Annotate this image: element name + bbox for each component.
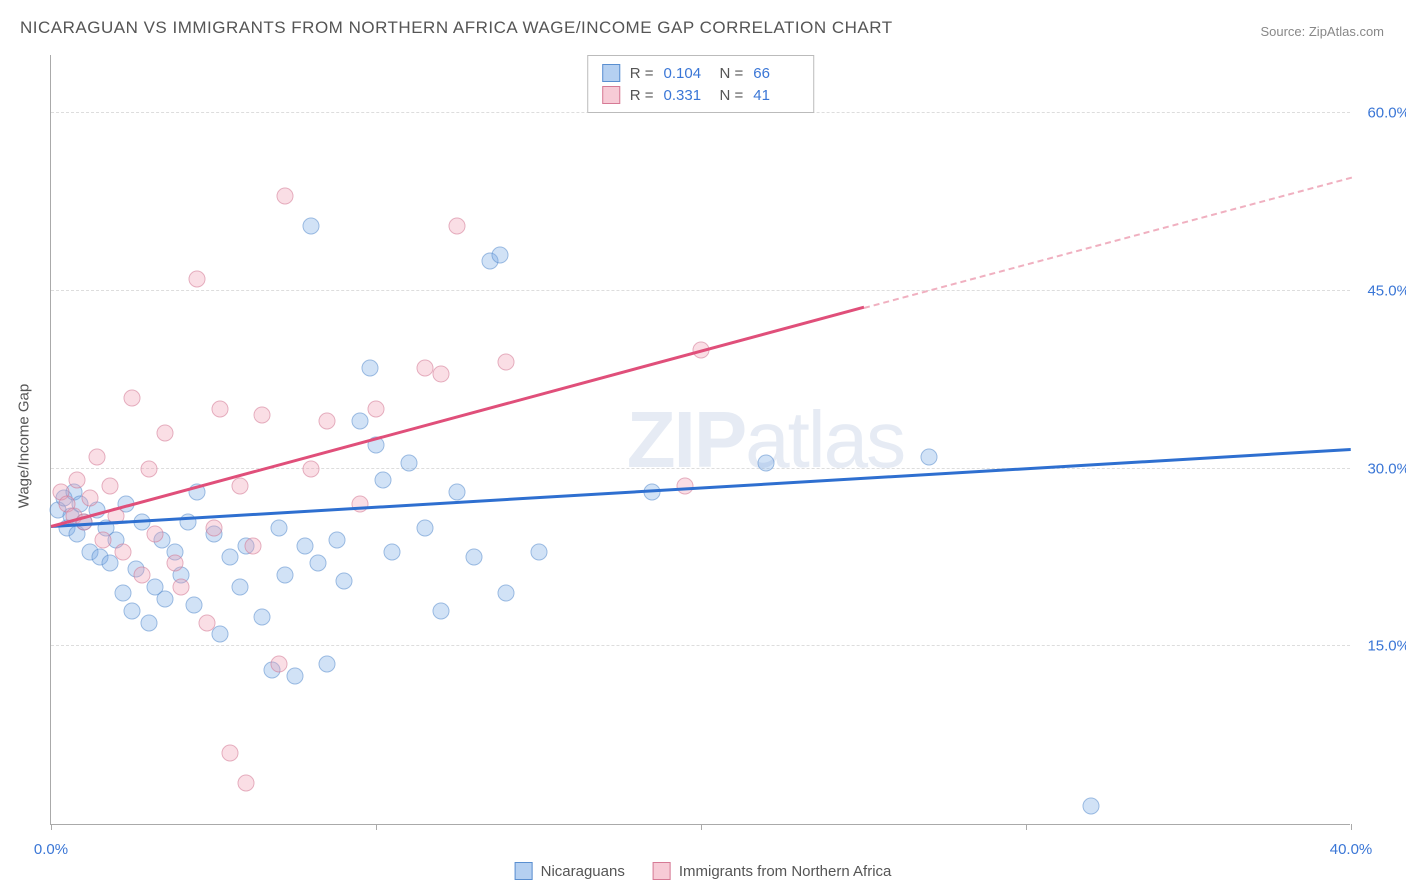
scatter-point [296, 537, 313, 554]
legend-label: Immigrants from Northern Africa [679, 863, 892, 880]
scatter-point [205, 519, 222, 536]
scatter-point [140, 614, 157, 631]
scatter-point [221, 549, 238, 566]
scatter-point [69, 472, 86, 489]
xtick [1026, 824, 1027, 830]
scatter-point [134, 567, 151, 584]
scatter-point [758, 454, 775, 471]
gridline [51, 290, 1350, 291]
scatter-point [212, 401, 229, 418]
xtick [376, 824, 377, 830]
scatter-point [124, 602, 141, 619]
scatter-point [303, 217, 320, 234]
legend-label: Nicaraguans [541, 863, 625, 880]
scatter-point [303, 460, 320, 477]
scatter-point [140, 460, 157, 477]
legend-item-a: Nicaraguans [515, 862, 625, 880]
scatter-point [374, 472, 391, 489]
xtick [51, 824, 52, 830]
scatter-point [270, 656, 287, 673]
scatter-point [147, 525, 164, 542]
scatter-point [433, 602, 450, 619]
scatter-point [244, 537, 261, 554]
scatter-point [491, 247, 508, 264]
xtick [701, 824, 702, 830]
scatter-point [433, 365, 450, 382]
scatter-point [199, 614, 216, 631]
scatter-point [277, 567, 294, 584]
scatter-point [530, 543, 547, 560]
scatter-point [124, 389, 141, 406]
scatter-point [114, 543, 131, 560]
bottom-legend: Nicaraguans Immigrants from Northern Afr… [515, 862, 892, 880]
scatter-point [449, 484, 466, 501]
swatch-icon [653, 862, 671, 880]
swatch-icon [515, 862, 533, 880]
scatter-point [186, 596, 203, 613]
xtick [1351, 824, 1352, 830]
scatter-point [400, 454, 417, 471]
legend-item-b: Immigrants from Northern Africa [653, 862, 892, 880]
scatter-point [1083, 798, 1100, 815]
scatter-point [101, 478, 118, 495]
legend-stats-row-b: R = 0.331 N = 41 [602, 84, 800, 106]
scatter-point [368, 401, 385, 418]
swatch-icon [602, 64, 620, 82]
scatter-point [286, 667, 303, 684]
scatter-point [95, 531, 112, 548]
scatter-point [254, 407, 271, 424]
gridline [51, 645, 1350, 646]
ytick-label: 60.0% [1355, 105, 1406, 122]
scatter-point [270, 519, 287, 536]
scatter-point [319, 656, 336, 673]
scatter-point [238, 774, 255, 791]
ytick-label: 30.0% [1355, 460, 1406, 477]
ytick-label: 15.0% [1355, 638, 1406, 655]
scatter-point [920, 448, 937, 465]
scatter-point [351, 413, 368, 430]
ytick-label: 45.0% [1355, 282, 1406, 299]
scatter-point [498, 354, 515, 371]
scatter-point [166, 555, 183, 572]
scatter-point [644, 484, 661, 501]
xtick-label: 40.0% [1330, 841, 1373, 858]
swatch-icon [602, 86, 620, 104]
scatter-point [156, 425, 173, 442]
scatter-point [449, 217, 466, 234]
scatter-point [465, 549, 482, 566]
source-attribution: Source: ZipAtlas.com [1260, 24, 1384, 39]
scatter-point [212, 626, 229, 643]
scatter-point [416, 519, 433, 536]
legend-stats-row-a: R = 0.104 N = 66 [602, 62, 800, 84]
legend-stats-box: R = 0.104 N = 66 R = 0.331 N = 41 [587, 55, 815, 113]
scatter-point [335, 573, 352, 590]
scatter-point [231, 478, 248, 495]
y-axis-label: Wage/Income Gap [16, 384, 33, 509]
chart-title: NICARAGUAN VS IMMIGRANTS FROM NORTHERN A… [20, 18, 893, 38]
scatter-point [221, 744, 238, 761]
scatter-point [384, 543, 401, 560]
scatter-point [319, 413, 336, 430]
scatter-point [82, 490, 99, 507]
plot-area: ZIPatlas R = 0.104 N = 66 R = 0.331 N = … [50, 55, 1350, 825]
scatter-point [254, 608, 271, 625]
scatter-point [498, 585, 515, 602]
scatter-point [361, 359, 378, 376]
scatter-point [309, 555, 326, 572]
scatter-point [231, 579, 248, 596]
scatter-point [156, 590, 173, 607]
trend-line [863, 176, 1351, 308]
xtick-label: 0.0% [34, 841, 68, 858]
scatter-point [329, 531, 346, 548]
scatter-point [114, 585, 131, 602]
scatter-point [416, 359, 433, 376]
scatter-point [88, 448, 105, 465]
gridline [51, 468, 1350, 469]
scatter-point [277, 188, 294, 205]
watermark: ZIPatlas [627, 394, 904, 486]
scatter-point [173, 579, 190, 596]
scatter-point [351, 496, 368, 513]
scatter-point [189, 271, 206, 288]
